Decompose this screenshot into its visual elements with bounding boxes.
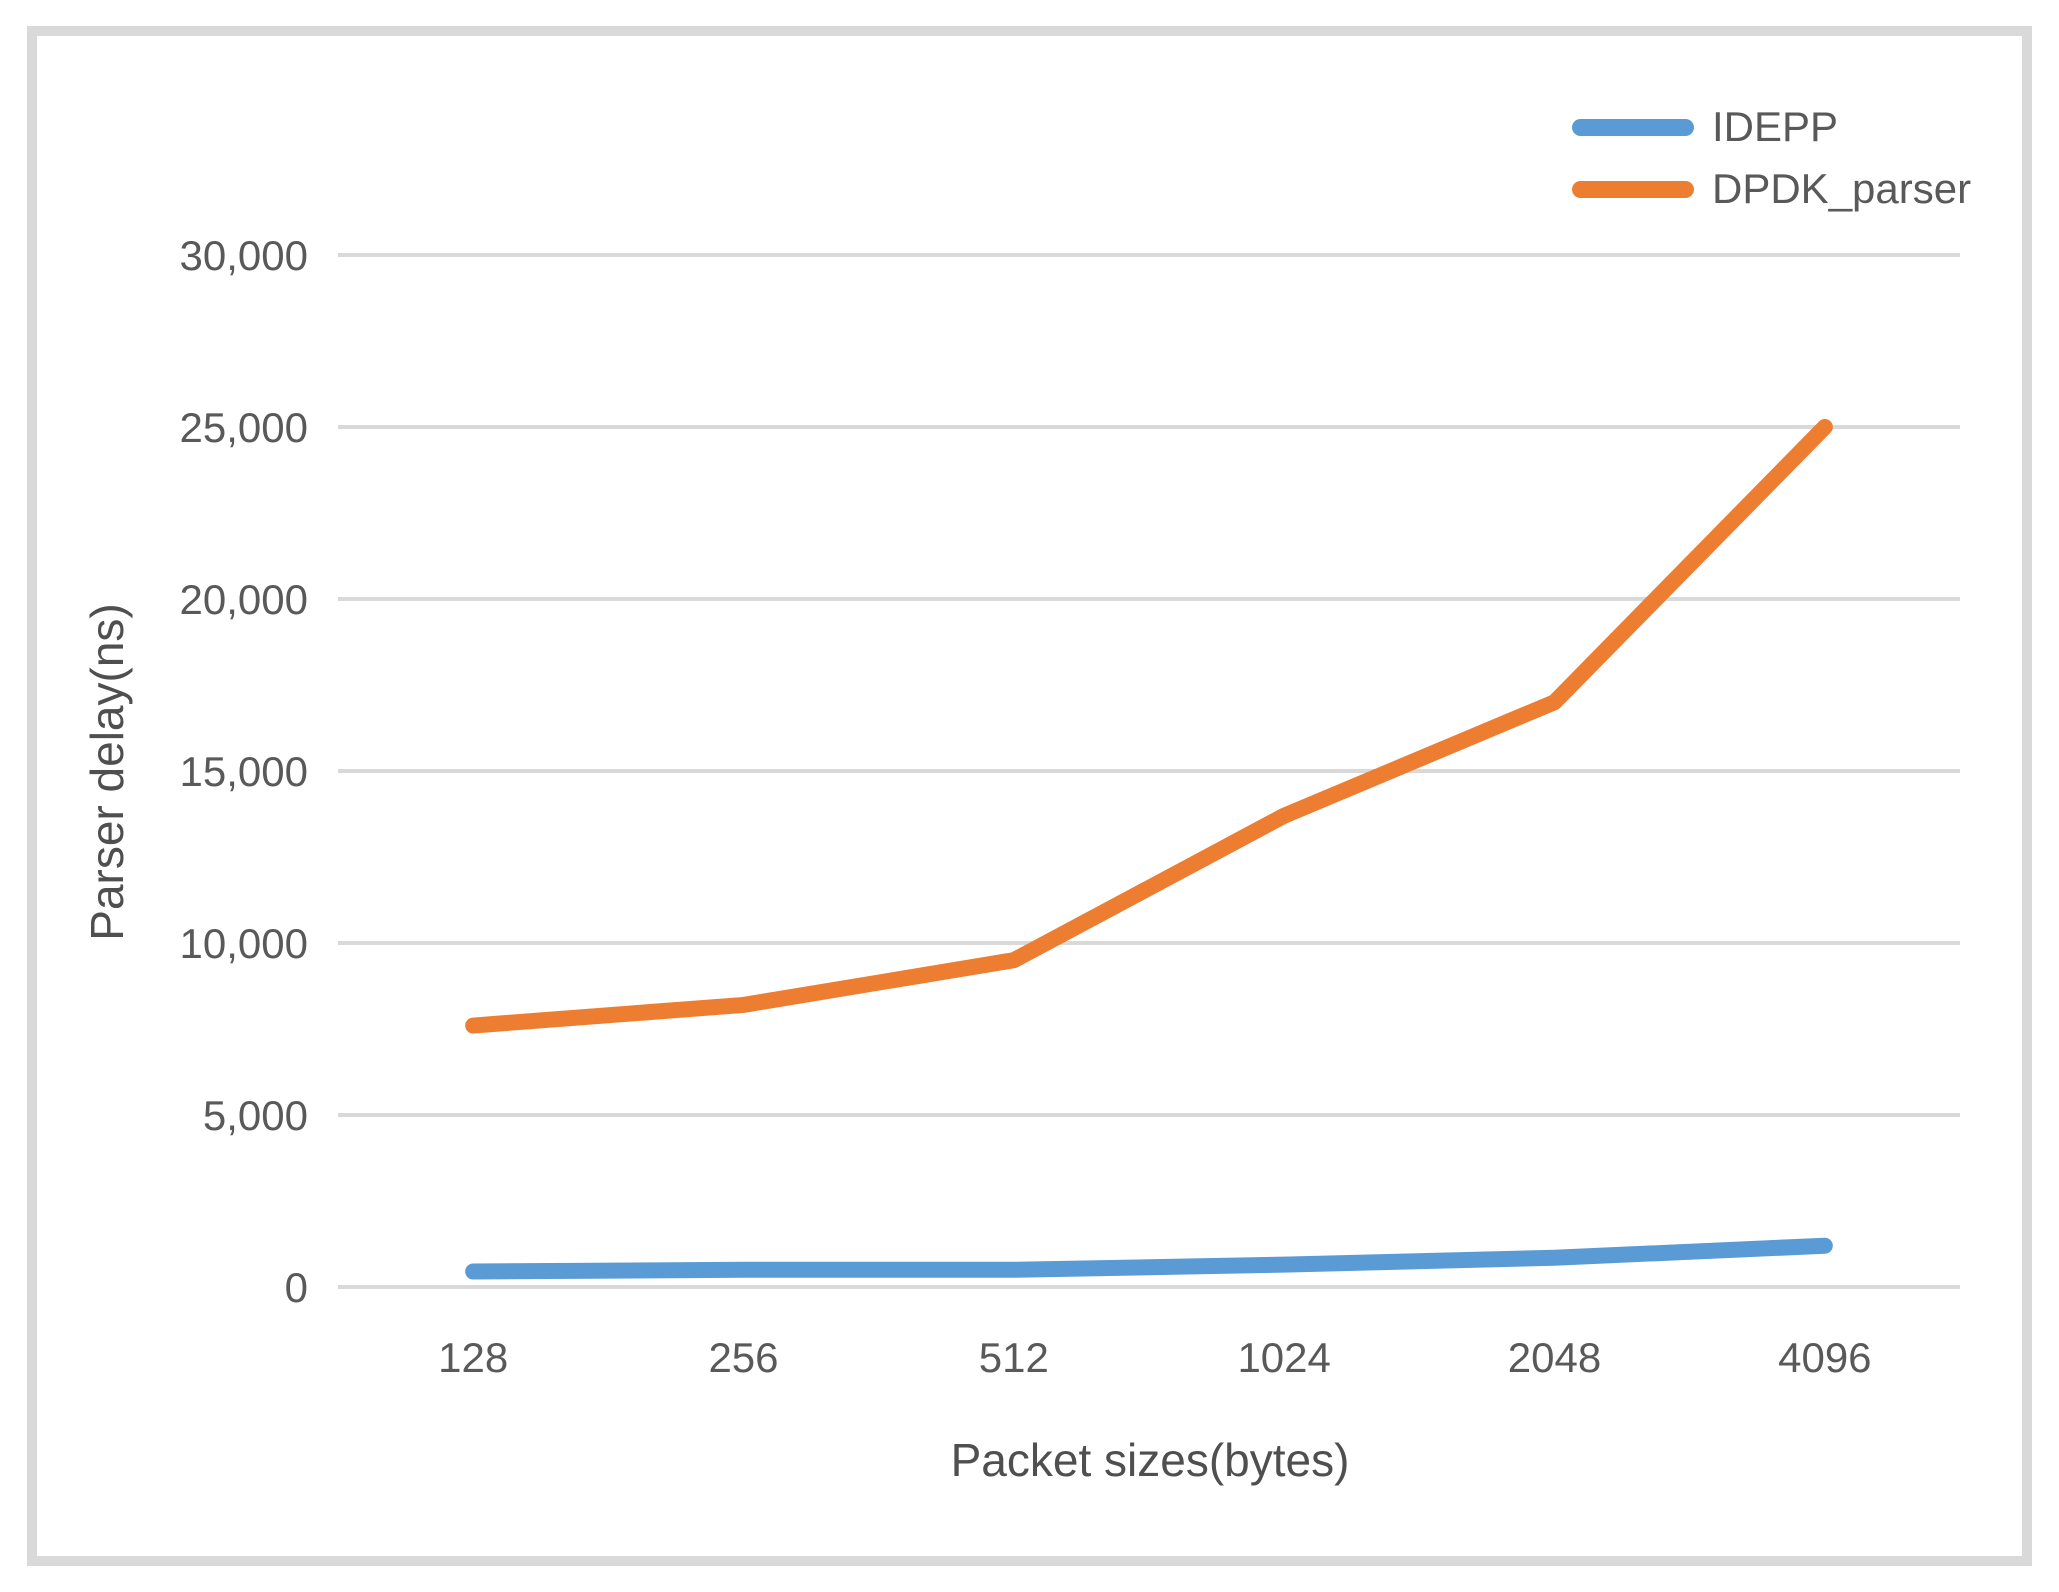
x-tick-label: 256	[708, 1334, 778, 1381]
y-axis-title: Parser delay(ns)	[81, 603, 133, 941]
y-tick-label: 0	[285, 1264, 308, 1311]
legend-item-dpdk-parser: DPDK_parser	[1572, 165, 1971, 213]
series-line-idepp	[465, 1237, 1833, 1280]
x-tick-label: 1024	[1237, 1334, 1330, 1381]
legend-label-idepp: IDEPP	[1712, 103, 1839, 150]
x-tick-label: 4096	[1778, 1334, 1871, 1381]
legend-swatch-idepp-line-icon	[1572, 118, 1694, 136]
y-tick-label: 30,000	[180, 232, 308, 279]
y-tick-label: 25,000	[180, 404, 308, 451]
x-axis-title: Packet sizes(bytes)	[950, 1434, 1350, 1486]
x-tick-label: 2048	[1508, 1334, 1601, 1381]
x-tick-label: 512	[979, 1334, 1049, 1381]
y-tick-label: 10,000	[180, 920, 308, 967]
legend: IDEPP DPDK_parser	[1572, 103, 1971, 213]
y-tick-label: 15,000	[180, 748, 308, 795]
chart-frame-border	[27, 26, 2032, 1566]
legend-swatch-dpdk-parser-line-icon	[1572, 180, 1694, 198]
legend-item-idepp: IDEPP	[1572, 103, 1971, 151]
x-tick-label: 128	[438, 1334, 508, 1381]
series-line-dpdk-parser	[465, 419, 1833, 1034]
legend-label-dpdk-parser: DPDK_parser	[1712, 165, 1972, 212]
y-tick-label: 20,000	[180, 576, 308, 623]
y-tick-label: 5,000	[203, 1092, 308, 1139]
